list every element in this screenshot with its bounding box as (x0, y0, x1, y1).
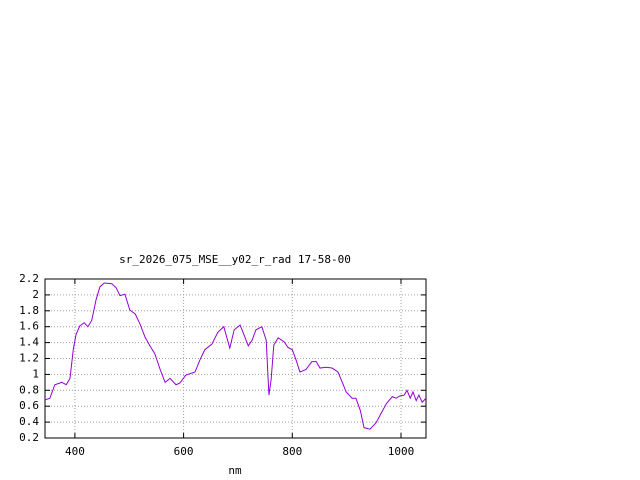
x-tick-label: 800 (282, 445, 302, 458)
x-tick-label: 1000 (388, 445, 415, 458)
y-tick-label: 2.2 (19, 272, 39, 285)
plot-border (44, 278, 427, 439)
y-tick-label: 0.2 (19, 431, 39, 444)
y-tick-label: 1.4 (19, 336, 39, 349)
x-axis-label: nm (228, 464, 242, 477)
chart-title: sr_2026_075_MSE__y02_r_rad 17-58-00 (119, 253, 351, 266)
y-tick-label: 0.8 (19, 383, 39, 396)
x-tick-label: 400 (65, 445, 85, 458)
y-tick-label: 0.6 (19, 399, 39, 412)
y-tick-label: 0.4 (19, 415, 39, 428)
y-tick-label: 1.8 (19, 304, 39, 317)
y-tick-label: 1.2 (19, 352, 39, 365)
y-tick-label: 1 (32, 367, 39, 380)
y-tick-label: 2 (32, 288, 39, 301)
data-line (44, 282, 427, 430)
y-tick-label: 1.6 (19, 320, 39, 333)
x-tick-label: 600 (174, 445, 194, 458)
